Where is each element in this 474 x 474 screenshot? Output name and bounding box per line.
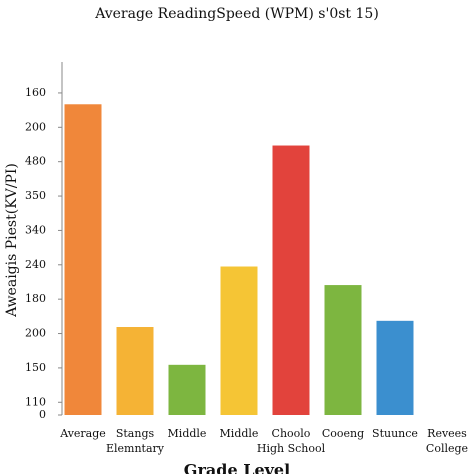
y-tick-label: 180 (25, 292, 46, 305)
x-tick-label: Stuunce (372, 427, 418, 440)
y-tick-label: 200 (25, 120, 46, 133)
y-tick-label: 160 (25, 86, 46, 99)
bar (324, 285, 362, 415)
x-tick-label: College (426, 442, 468, 455)
y-tick-label: 200 (25, 327, 46, 340)
bar (220, 266, 258, 415)
bar (376, 320, 414, 415)
x-tick-label: Revees (427, 427, 467, 440)
x-tick-label: Cooeng (322, 427, 364, 440)
y-tick-label: 480 (25, 155, 46, 168)
x-tick-label: Middle (168, 427, 207, 440)
x-tick-label: Stangs (116, 427, 155, 440)
y-tick-label: 340 (25, 223, 46, 236)
x-tick-label: Middle (220, 427, 259, 440)
y-tick-label: 150 (25, 361, 46, 374)
y-tick-label: 240 (25, 258, 46, 271)
y-axis-label: Aweaigis Piest(KV/PI) (4, 163, 20, 318)
x-tick-label: Choolo (272, 427, 311, 440)
y-tick-label: 110 (25, 395, 46, 408)
y-tick-label: 350 (25, 189, 46, 202)
y-tick-label: 0 (39, 408, 46, 421)
x-tick-label: Average (59, 427, 106, 440)
x-tick-label: High School (257, 442, 326, 455)
bar (116, 327, 154, 415)
bar (64, 104, 102, 416)
x-tick-label: Elemntary (106, 442, 165, 455)
bar (272, 145, 310, 415)
chart-title: Average ReadingSpeed (WPM) s'0st 15) (94, 6, 379, 22)
bar (168, 364, 206, 415)
x-axis-label: Grade Level (184, 461, 290, 474)
